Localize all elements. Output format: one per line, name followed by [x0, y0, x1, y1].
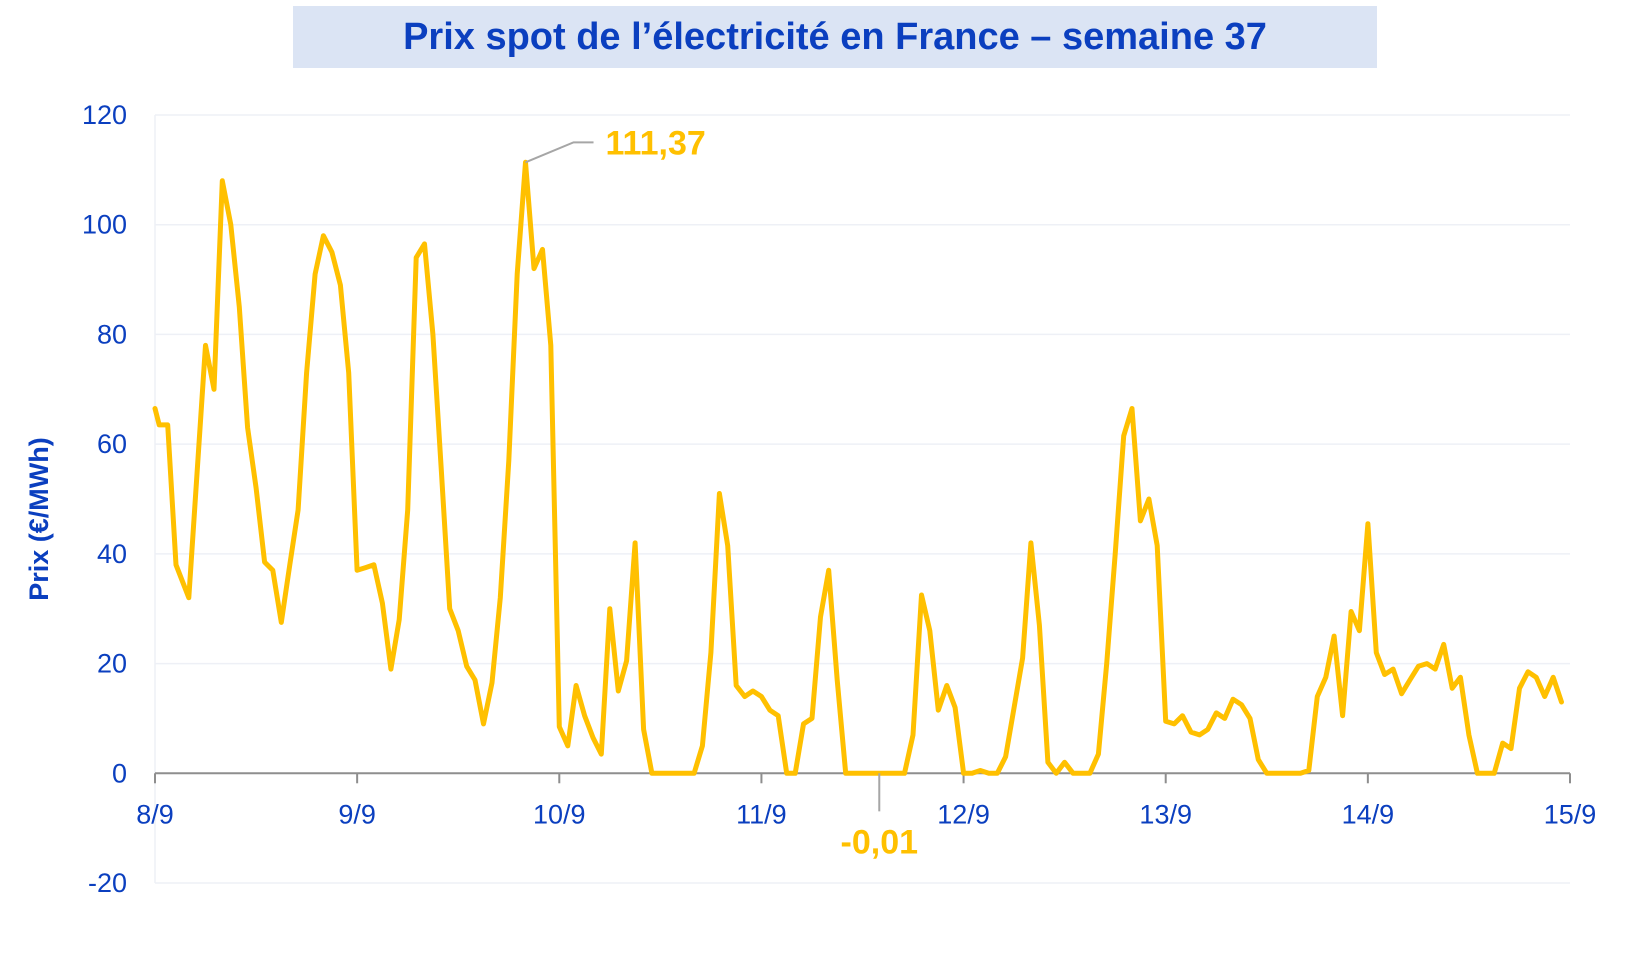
x-tick-labels: 8/9 9/9 10/9 11/9 12/9 13/9 14/9 15/9: [136, 799, 1596, 829]
y-tick-label: 100: [82, 210, 127, 240]
y-tick-label: 80: [97, 319, 127, 349]
axes: [154, 115, 1571, 883]
chart-title-box: Prix spot de l’électricité en France – s…: [293, 6, 1377, 68]
x-tick-label: 11/9: [736, 799, 787, 829]
y-axis-label: Prix (€/MWh): [24, 437, 54, 601]
x-tick-label: 12/9: [937, 799, 990, 829]
x-tick-label: 15/9: [1544, 799, 1597, 829]
x-tick-label: 8/9: [136, 799, 174, 829]
x-tick-label: 14/9: [1342, 799, 1395, 829]
y-tick-label: 20: [97, 649, 127, 679]
price-series-line: [152, 159, 1564, 776]
x-tick-label: 10/9: [533, 799, 586, 829]
y-tick-label: -20: [88, 868, 127, 898]
x-tick-label: 9/9: [338, 799, 376, 829]
max-annotation-label: 111,37: [606, 124, 706, 162]
series-group: [152, 159, 1564, 776]
max-annotation-leader: [525, 141, 594, 164]
y-tick-labels: -20 0 20 40 60 80 100 120: [82, 100, 127, 898]
y-tick-label: 40: [97, 539, 127, 569]
chart-title: Prix spot de l’électricité en France – s…: [403, 15, 1267, 58]
annotations: 111,37 -0,01: [525, 124, 919, 861]
y-tick-label: 120: [82, 100, 127, 130]
grid-lines: [155, 114, 1570, 884]
x-tick-label: 13/9: [1139, 799, 1192, 829]
min-annotation-label: -0,01: [841, 823, 919, 861]
y-tick-label: 0: [112, 758, 127, 788]
y-tick-label: 60: [97, 429, 127, 459]
